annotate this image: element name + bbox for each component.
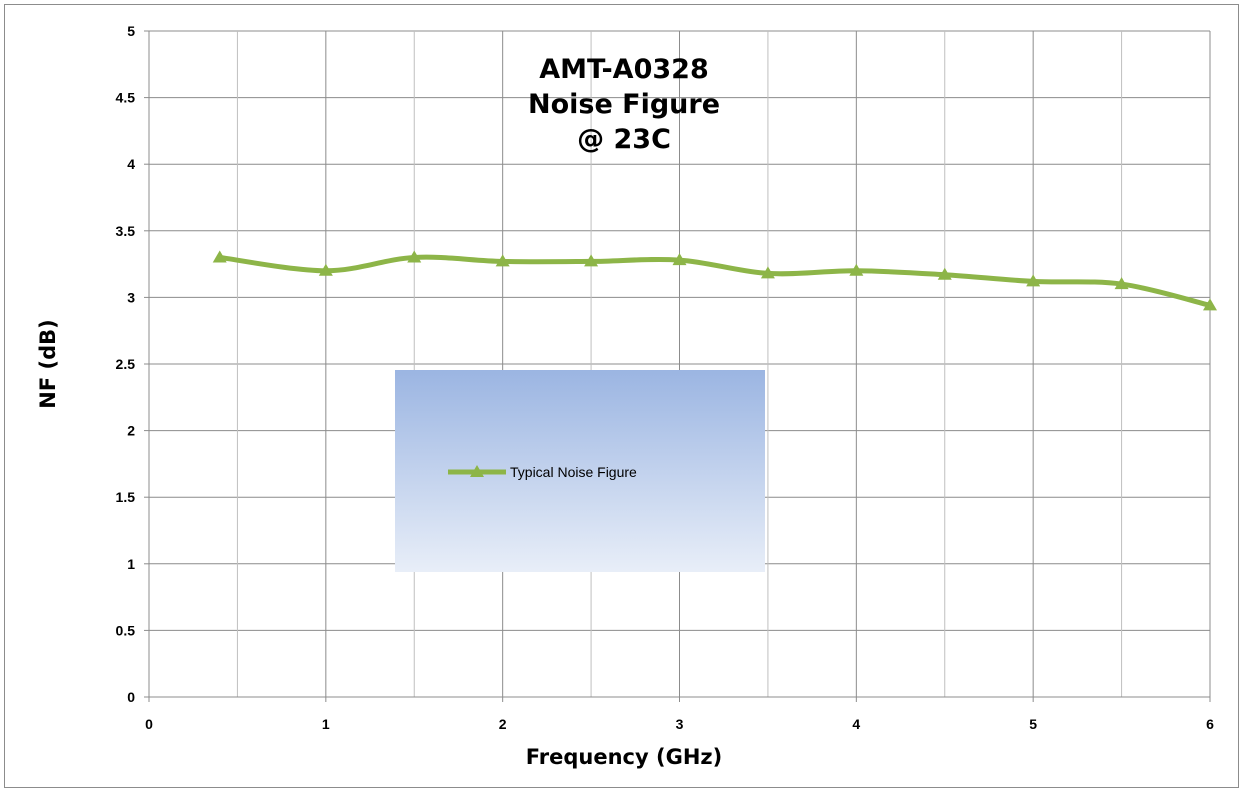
data-point-marker [318, 263, 333, 276]
legend-label: Typical Noise Figure [510, 464, 637, 480]
data-point-marker [672, 253, 687, 266]
data-point-marker [584, 254, 599, 267]
data-point-marker [849, 263, 864, 276]
chart-title-line-1: AMT-A0328 [539, 54, 708, 85]
axes [144, 30, 1211, 702]
data-point-marker [1114, 277, 1129, 290]
y-axis-label: NF (dB) [36, 319, 60, 408]
x-axis-label: Frequency (GHz) [526, 745, 722, 769]
chart-title-line-3: @ 23C [577, 124, 671, 155]
x-tick-label: 5 [1029, 716, 1037, 732]
y-tick-label: 4 [127, 156, 135, 172]
y-tick-label: 1.5 [116, 489, 136, 505]
legend-marker-swatch [470, 465, 484, 477]
data-point-marker [495, 254, 510, 267]
x-tick-label: 4 [852, 716, 860, 732]
x-tick-label: 2 [499, 716, 507, 732]
y-tick-label: 2 [127, 423, 135, 439]
tick-labels: 0 0.5 1 1.5 2 2.5 3 3.5 4 4.5 5 0 1 2 3 4 5 6 [116, 23, 1215, 732]
legend: Typical Noise Figure [395, 370, 765, 572]
data-point-marker [937, 267, 952, 280]
x-tick-label: 0 [145, 716, 153, 732]
series-line [217, 254, 1213, 308]
data-point-marker [212, 250, 227, 263]
x-tick-label: 1 [322, 716, 330, 732]
data-point-marker [407, 250, 422, 263]
y-tick-label: 3 [127, 289, 135, 305]
y-tick-label: 0 [127, 689, 135, 705]
series-layer [212, 250, 1217, 311]
y-tick-label: 3.5 [116, 223, 136, 239]
data-point-marker [760, 266, 775, 279]
x-tick-label: 6 [1206, 716, 1214, 732]
y-tick-label: 4.5 [116, 90, 136, 106]
y-tick-label: 0.5 [116, 622, 136, 638]
grid [149, 30, 1211, 697]
y-tick-label: 2.5 [116, 356, 136, 372]
y-tick-label: 5 [127, 23, 135, 39]
data-point-marker [1026, 274, 1041, 287]
chart-title: AMT-A0328 Noise Figure @ 23C [528, 54, 720, 155]
x-tick-label: 3 [676, 716, 684, 732]
chart-title-line-2: Noise Figure [528, 89, 720, 120]
y-tick-label: 1 [127, 556, 135, 572]
data-point-marker [1203, 298, 1217, 311]
